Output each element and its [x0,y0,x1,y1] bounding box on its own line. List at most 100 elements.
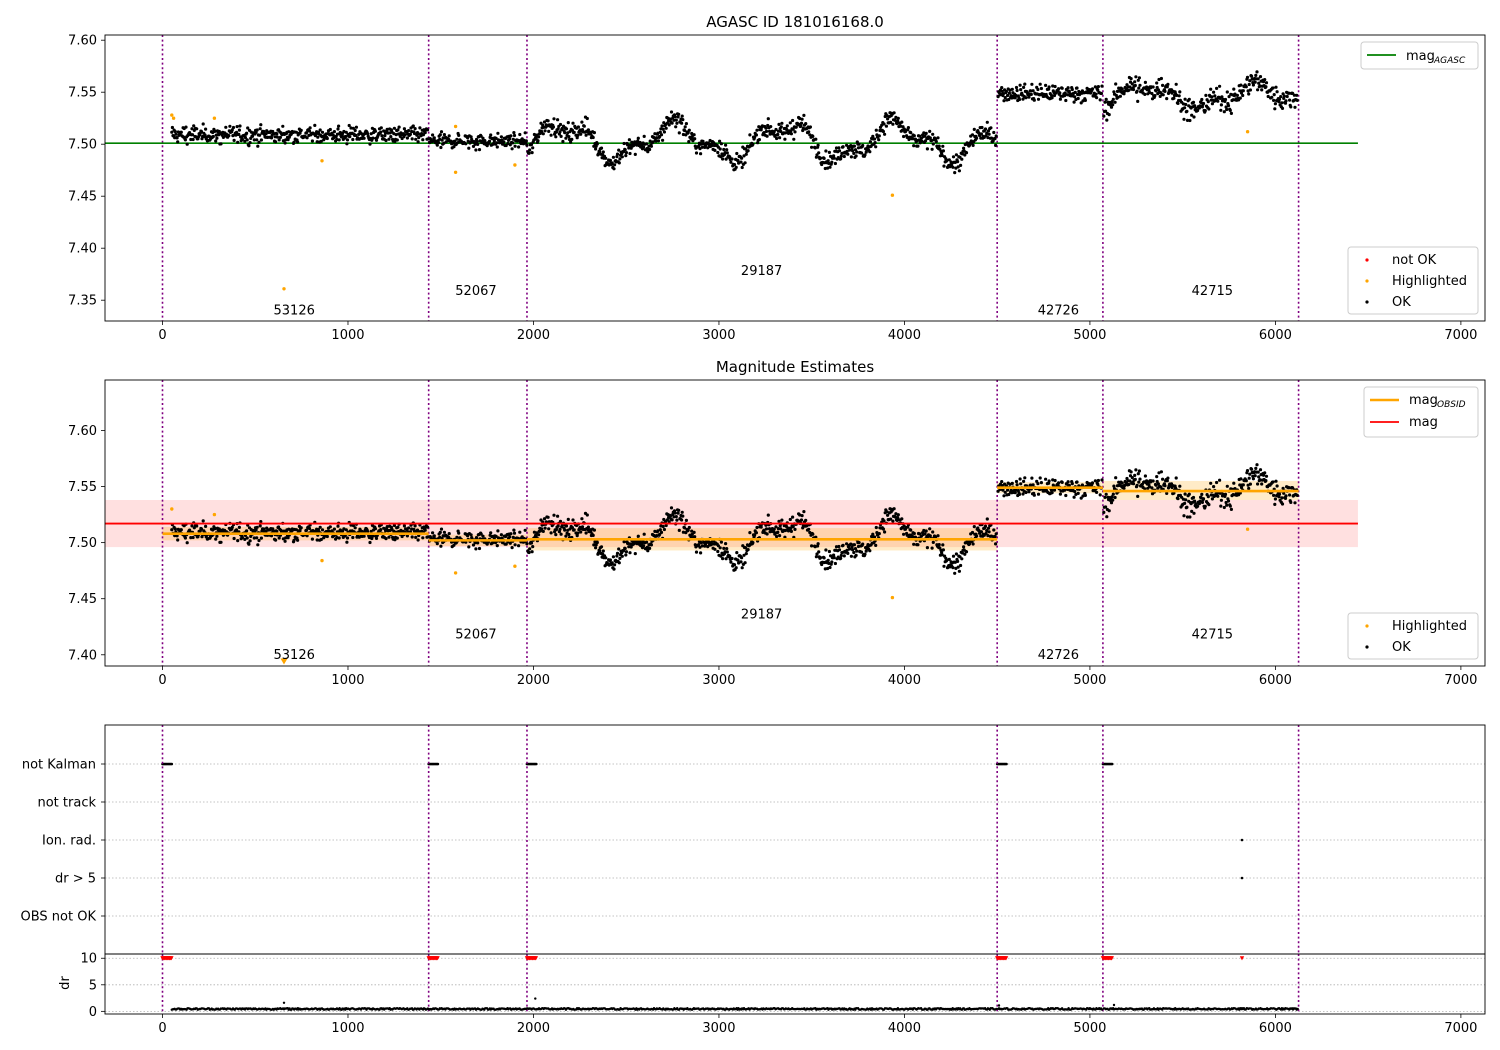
ok-point [845,548,849,552]
ok-point [636,139,640,143]
ok-point [176,538,180,542]
ok-point [648,147,652,152]
ok-point [219,540,223,544]
ok-point [183,536,187,540]
flag-category-label: Ion. rad. [42,834,96,849]
ok-point [416,538,420,542]
ok-point [957,169,962,173]
ok-point [697,543,701,547]
ok-point [1039,86,1043,91]
ok-point [725,151,729,155]
ok-point [1095,96,1099,100]
ok-point [304,528,309,532]
y-tick-label: 7.45 [68,592,97,607]
ok-point [259,520,263,524]
ok-point [774,525,778,529]
ok-point [777,519,781,523]
ok-point [925,147,930,151]
ok-point [262,527,266,531]
ok-point [402,524,406,528]
ok-point [1083,98,1087,102]
ok-point [910,534,915,539]
ok-point [764,527,769,531]
ok-point [683,128,687,133]
ok-point [575,534,579,538]
ok-point [1280,106,1285,110]
ok-point [953,171,957,175]
ok-point [366,132,370,136]
ok-point [655,534,659,538]
ok-point [854,553,858,558]
ok-point [235,125,239,129]
ok-point [175,136,179,140]
ok-point [972,127,976,131]
ok-point [986,526,991,530]
ok-point [1272,93,1276,97]
ok-point [1128,479,1132,483]
ok-point [604,556,608,560]
ok-point [1109,105,1114,109]
highlighted-point [320,558,324,563]
ok-point [347,123,351,128]
ok-point [415,133,419,137]
ok-point [508,137,512,141]
ok-point [928,534,932,538]
ok-point [1206,495,1210,499]
ok-point [694,550,699,554]
ok-point [259,138,263,142]
ok-point [1247,92,1251,96]
ok-point [905,135,909,139]
ok-point [735,551,739,555]
ok-point [912,542,916,546]
ok-point [1044,477,1048,481]
ok-point [1143,92,1147,96]
ok-point [513,543,517,547]
ok-point [780,121,784,125]
ok-point [807,130,811,134]
obsid-label: 53126 [274,304,315,319]
ok-point [986,534,990,538]
ok-point [909,528,913,532]
ok-point [1165,97,1169,101]
ok-point [1143,474,1147,478]
ok-point [986,136,990,140]
ok-point [765,134,769,138]
ok-point [204,524,208,529]
ok-point [1017,492,1022,496]
ok-point [366,529,370,534]
ok-point [956,559,960,564]
ok-point [916,543,920,547]
ok-point [495,141,499,145]
ok-point [1200,492,1204,496]
ok-point [985,517,989,521]
ok-point [570,137,574,141]
ok-point [755,128,759,132]
ok-point [1295,93,1299,97]
ok-point [930,147,934,151]
ok-point [231,125,236,130]
ok-point [789,529,794,534]
ok-point [725,550,729,554]
ok-point [489,133,493,137]
agasc-plot-frame [104,34,1486,322]
ok-point [556,524,560,528]
ok-point [1023,82,1027,86]
ok-point [1161,83,1165,87]
ok-point [369,132,373,136]
ok-point [494,534,498,539]
ok-point [1213,94,1217,98]
ok-point [832,553,836,557]
ok-point [1047,479,1051,483]
ok-point [849,155,854,159]
ok-point [764,126,768,130]
x-tick-label: 7000 [1444,1021,1477,1036]
ok-point [822,156,826,160]
ok-point [676,115,680,119]
ok-point [373,527,377,531]
ok-point [275,529,279,534]
ok-point [852,144,857,148]
ok-point [846,551,850,556]
ok-point [195,524,199,528]
ok-point [883,530,887,534]
ok-point [1235,93,1239,97]
